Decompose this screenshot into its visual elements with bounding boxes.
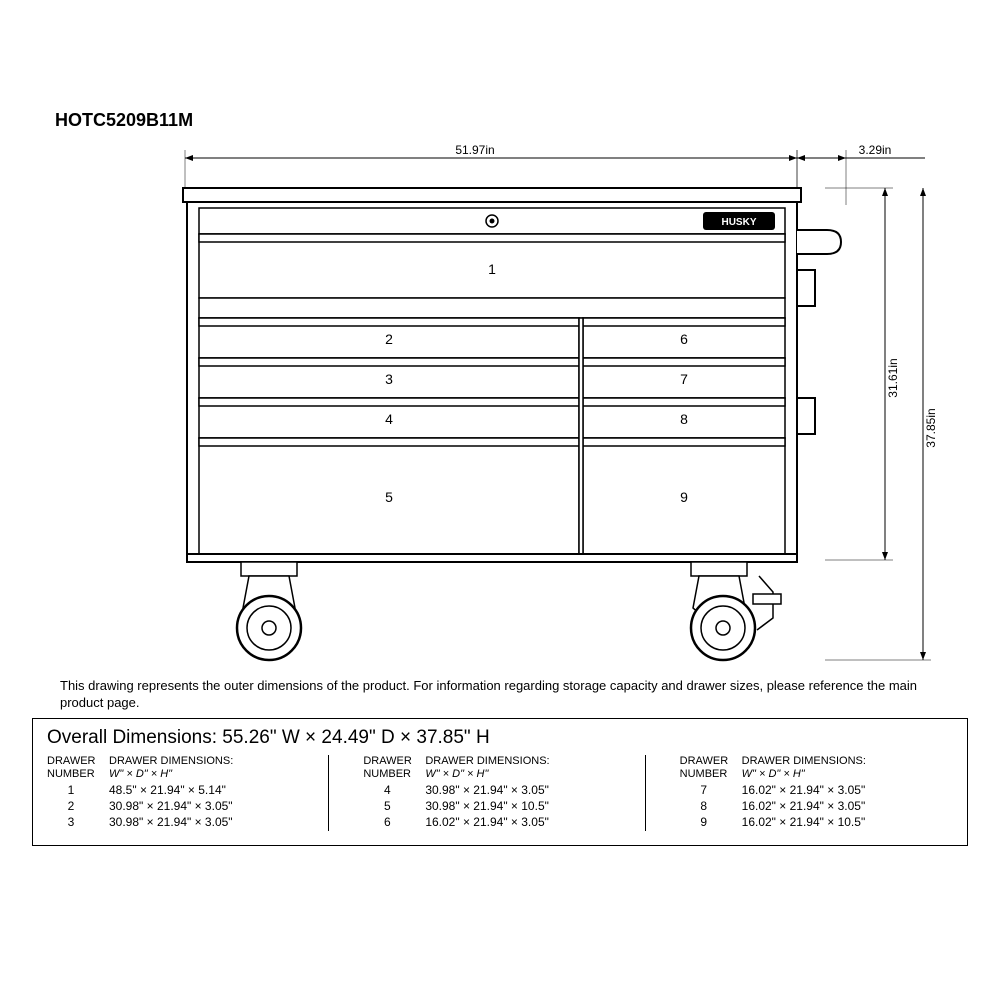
table-row: 916.02" × 21.94" × 10.5" (680, 814, 953, 830)
table-row: 230.98" × 21.94" × 3.05" (47, 798, 320, 814)
drawer-5-label: 5 (385, 489, 393, 505)
overall-dimensions: Overall Dimensions: 55.26" W × 24.49" D … (47, 727, 953, 749)
caster-right (691, 562, 781, 660)
drawer-tables: DRAWER DRAWER DIMENSIONS: NUMBER W" × D"… (47, 755, 953, 831)
drawer-7-label: 7 (680, 371, 688, 387)
col-sub-dims: W" × D" × H" (109, 768, 172, 780)
table-row: 430.98" × 21.94" × 3.05" (363, 782, 636, 798)
table-row: 716.02" × 21.94" × 3.05" (680, 782, 953, 798)
caster-left (237, 562, 301, 660)
table-row: 330.98" × 21.94" × 3.05" (47, 814, 320, 830)
drawer-9-label: 9 (680, 489, 688, 505)
brand-badge: HUSKY (721, 217, 756, 228)
technical-drawing: 51.97in 3.29in 31.61in 37.85in HUSKY 1 2… (55, 140, 945, 670)
dim-width-label: 51.97in (455, 143, 494, 157)
table-row: 816.02" × 21.94" × 3.05" (680, 798, 953, 814)
drawer-3-label: 3 (385, 371, 393, 387)
drawer-1-label: 1 (488, 261, 496, 277)
drawer-6-label: 6 (680, 331, 688, 347)
drawer-4-label: 4 (385, 411, 393, 427)
col-sub-number: NUMBER (47, 768, 109, 780)
drawer-col-1: DRAWER DRAWER DIMENSIONS: NUMBER W" × D"… (47, 755, 320, 831)
table-row: 530.98" × 21.94" × 10.5" (363, 798, 636, 814)
table-row: 148.5" × 21.94" × 5.14" (47, 782, 320, 798)
model-number: HOTC5209B11M (55, 110, 193, 131)
drawer-col-3: DRAWER DRAWER DIMENSIONS: NUMBER W" × D"… (645, 755, 953, 831)
dim-body-height-label: 31.61in (886, 358, 900, 397)
dim-total-height-label: 37.85in (924, 408, 938, 447)
dimensions-box: Overall Dimensions: 55.26" W × 24.49" D … (32, 718, 968, 846)
drawing-note: This drawing represents the outer dimens… (60, 678, 940, 712)
drawer-col-2: DRAWER DRAWER DIMENSIONS: NUMBER W" × D"… (328, 755, 636, 831)
col-header-dims: DRAWER DIMENSIONS: (109, 755, 233, 767)
drawer-2-label: 2 (385, 331, 393, 347)
col-header-number: DRAWER (47, 755, 109, 767)
drawer-8-label: 8 (680, 411, 688, 427)
table-row: 616.02" × 21.94" × 3.05" (363, 814, 636, 830)
dim-overhang-label: 3.29in (859, 143, 892, 157)
